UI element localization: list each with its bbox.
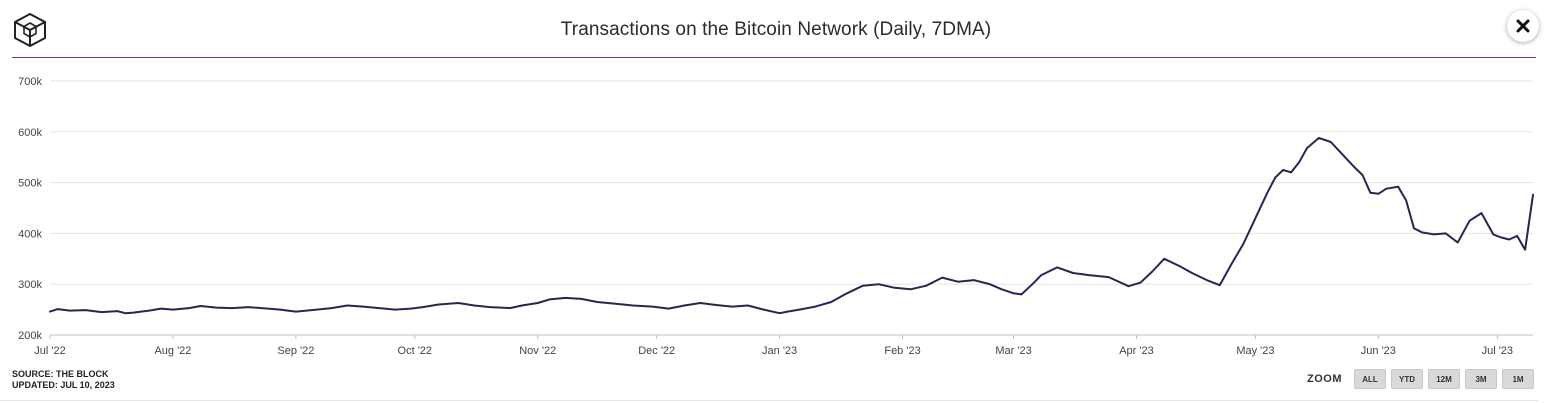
x-tick-label: Oct '22 (398, 345, 433, 357)
zoom-all-button[interactable]: ALL (1354, 369, 1386, 389)
bottom-border (0, 400, 1538, 401)
x-tick-label: Jul '23 (1482, 345, 1513, 357)
x-tick-label: May '23 (1236, 345, 1274, 357)
cube-logo-icon (12, 12, 48, 48)
updated-text: UPDATED: JUL 10, 2023 (12, 380, 115, 390)
y-tick-label: 500k (18, 178, 42, 190)
page-title: Transactions on the Bitcoin Network (Dai… (560, 19, 992, 40)
source-text: SOURCE: THE BLOCK (12, 369, 109, 379)
y-tick-label: 200k (18, 330, 42, 342)
y-tick-label: 600k (18, 127, 42, 139)
x-tick-label: Mar '23 (995, 345, 1031, 357)
x-tick-label: Nov '22 (519, 345, 556, 357)
source-note: SOURCE: THE BLOCK UPDATED: JUL 10, 2023 (12, 369, 115, 391)
zoom-3m-button[interactable]: 3M (1465, 369, 1497, 389)
zoom-label: ZOOM (1307, 373, 1342, 385)
x-tick-label: Jul '22 (34, 345, 65, 357)
y-tick-label: 700k (18, 76, 42, 88)
x-tick-label: Feb '23 (884, 345, 920, 357)
x-tick-label: Dec '22 (638, 345, 675, 357)
zoom-1m-button[interactable]: 1M (1502, 369, 1534, 389)
title-divider (12, 57, 1536, 58)
x-tick-label: Apr '23 (1119, 345, 1154, 357)
zoom-ytd-button[interactable]: YTD (1391, 369, 1423, 389)
zoom-controls: ZOOM ALL YTD 12M 3M 1M (1307, 369, 1534, 389)
x-tick-label: Sep '22 (277, 345, 314, 357)
close-icon (1516, 19, 1530, 33)
x-tick-label: Jan '23 (762, 345, 797, 357)
x-tick-label: Aug '22 (154, 345, 191, 357)
series-line (49, 136, 1534, 315)
y-tick-label: 400k (18, 228, 42, 240)
line-chart: 200k 300k 400k 500k 600k 700k Jul '22 Aug '22 Se… (18, 76, 1534, 357)
zoom-12m-button[interactable]: 12M (1428, 369, 1460, 389)
x-tick-label: Jun '23 (1361, 345, 1396, 357)
y-tick-label: 300k (18, 279, 42, 291)
close-button[interactable] (1507, 10, 1539, 42)
